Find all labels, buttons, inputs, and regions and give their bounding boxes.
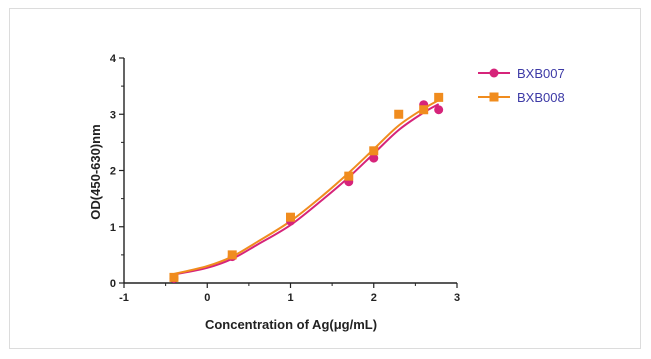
figure-frame xyxy=(9,8,641,349)
x-tick-label: 3 xyxy=(454,292,460,304)
data-point-bxb008 xyxy=(434,92,444,102)
y-tick-label: 4 xyxy=(110,53,117,65)
legend-label-bxb007: BXB007 xyxy=(517,66,565,81)
data-point-bxb007 xyxy=(369,153,379,163)
x-tick-label: 0 xyxy=(204,292,210,304)
data-point-bxb008 xyxy=(286,212,295,222)
data-points xyxy=(169,92,444,283)
fit-curve-bxb007 xyxy=(173,103,440,276)
y-tick-label: 2 xyxy=(110,166,116,178)
legend-label-bxb008: BXB008 xyxy=(517,90,565,105)
data-point-bxb008 xyxy=(419,105,429,115)
data-point-bxb008 xyxy=(344,171,354,181)
data-point-bxb008 xyxy=(169,272,179,282)
legend-marker-bxb007 xyxy=(489,68,499,78)
y-tick-label: 3 xyxy=(110,109,116,121)
data-point-bxb008 xyxy=(369,146,379,156)
x-tick-label: 1 xyxy=(287,292,293,304)
y-tick-label: 1 xyxy=(110,222,116,234)
fit-curves xyxy=(173,99,440,276)
data-point-bxb008 xyxy=(394,109,404,119)
legend-marker-bxb008 xyxy=(489,92,499,102)
x-tick-label: -1 xyxy=(119,292,129,304)
data-point-bxb008 xyxy=(227,250,237,260)
fit-curve-bxb008 xyxy=(173,99,440,275)
data-point-bxb007 xyxy=(434,105,444,115)
legend: BXB007 BXB008 xyxy=(478,66,565,105)
x-tick-label: 2 xyxy=(371,292,377,304)
y-axis-title: OD(450-630)nm xyxy=(88,124,103,219)
y-tick-label: 0 xyxy=(110,278,116,290)
x-axis-title: Concentration of Ag(μg/mL) xyxy=(205,317,377,332)
